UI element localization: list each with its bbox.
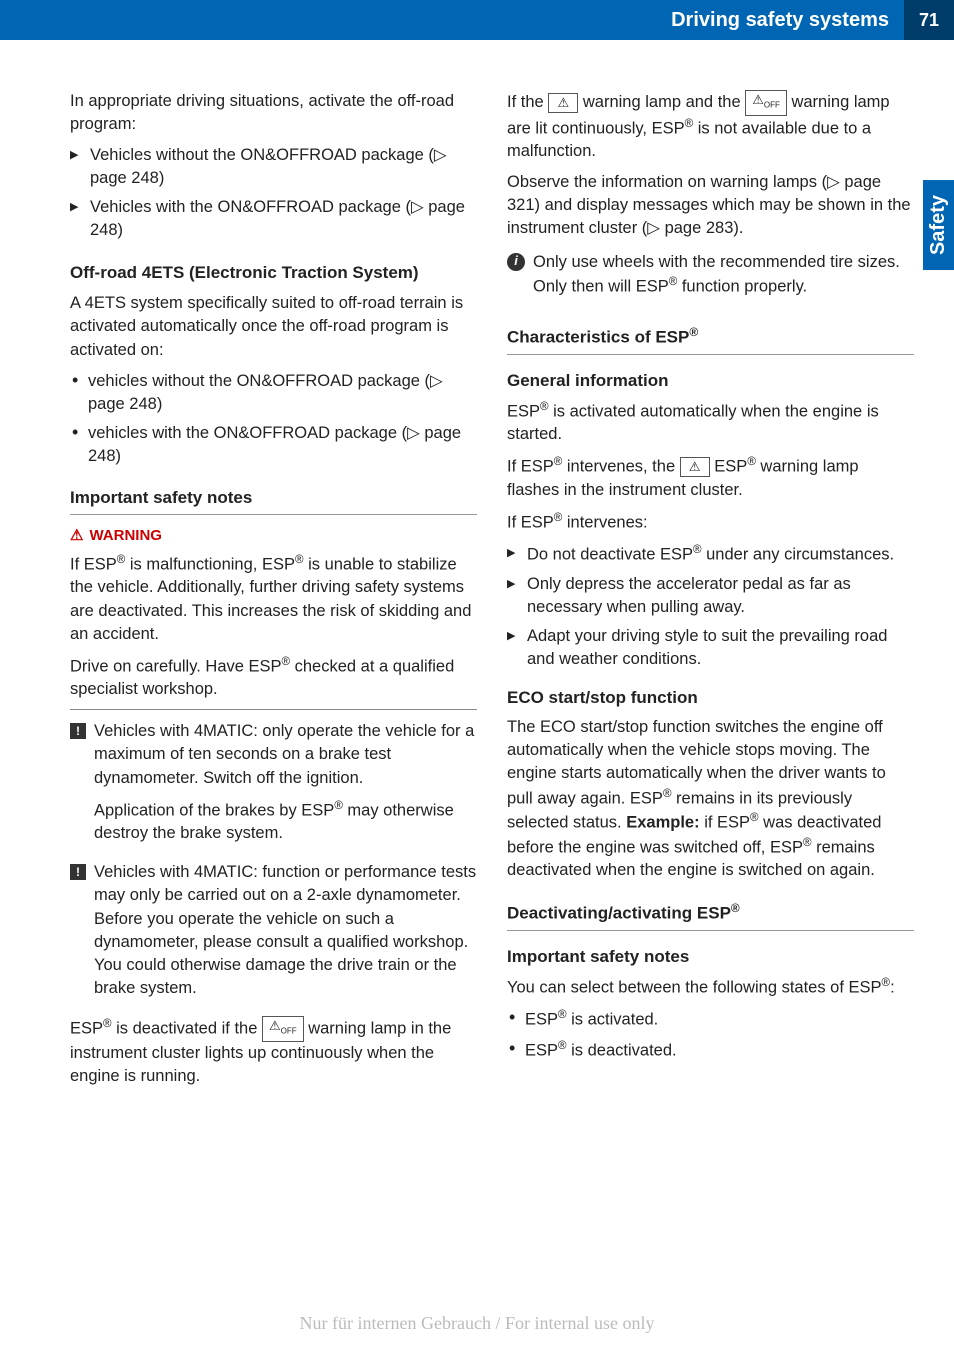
- note-body: Vehicles with 4MATIC: function or perfor…: [94, 861, 477, 1008]
- body-text: ESP® is activated automatically when the…: [507, 399, 914, 447]
- heading-characteristics: Characteristics of ESP®: [507, 324, 914, 354]
- page-header: Driving safety systems 71: [0, 0, 954, 40]
- note-body: Vehicles with 4MATIC: only operate the v…: [94, 720, 477, 853]
- list-item: Vehicles with the ON&OFFROAD package (▷ …: [70, 196, 477, 242]
- note-text: Vehicles with 4MATIC: only operate the v…: [94, 720, 477, 789]
- subheading-safety-notes-2: Important safety notes: [507, 945, 914, 969]
- warning-label: ⚠ WARNING: [70, 525, 477, 546]
- header-title: Driving safety systems: [671, 9, 904, 32]
- heading-safety-notes: Important safety notes: [70, 486, 477, 515]
- subheading-eco: ECO start/stop function: [507, 686, 914, 710]
- section-tab: Safety: [923, 180, 954, 270]
- list-item: ESP® is deactivated.: [507, 1038, 914, 1063]
- info-note: i Only use wheels with the recommended t…: [507, 251, 914, 307]
- body-text: The ECO start/stop function switches the…: [507, 716, 914, 882]
- vehicle-list: vehicles without the ON&OFFROAD package …: [70, 370, 477, 468]
- states-list: ESP® is activated. ESP® is deactivated.: [507, 1007, 914, 1062]
- subheading-general: General information: [507, 369, 914, 393]
- esp-lamp-icon: ⚠: [680, 457, 710, 477]
- list-item: vehicles with the ON&OFFROAD package (▷ …: [70, 422, 477, 468]
- page-number: 71: [904, 0, 954, 40]
- warning-triangle-icon: ⚠: [70, 525, 83, 546]
- footer-watermark: Nur für internen Gebrauch / For internal…: [0, 1313, 954, 1334]
- list-item: Adapt your driving style to suit the pre…: [507, 625, 914, 671]
- content-area: In appropriate driving situations, activ…: [0, 40, 954, 1116]
- body-text: A 4ETS system specifically suited to off…: [70, 292, 477, 361]
- exclamation-icon: !: [70, 723, 86, 739]
- note-text: Vehicles with 4MATIC: function or perfor…: [94, 861, 477, 1000]
- info-text: Only use wheels with the recommended tir…: [533, 251, 914, 299]
- esp-off-lamp-icon: ⚠OFF: [262, 1016, 304, 1042]
- note-item: ! Vehicles with 4MATIC: function or perf…: [70, 861, 477, 1008]
- list-item: Vehicles without the ON&OFFROAD package …: [70, 144, 477, 190]
- exclamation-icon: !: [70, 864, 86, 880]
- esp-off-text: ESP® is deactivated if the ⚠OFF warning …: [70, 1016, 477, 1088]
- list-item: vehicles without the ON&OFFROAD package …: [70, 370, 477, 416]
- warning-text: WARNING: [89, 525, 162, 546]
- warning-body: If ESP® is malfunctioning, ESP® is unabl…: [70, 552, 477, 646]
- note-item: ! Vehicles with 4MATIC: only operate the…: [70, 720, 477, 853]
- divider: [70, 709, 477, 710]
- body-text: Observe the information on warning lamps…: [507, 171, 914, 240]
- right-column: If the ⚠ warning lamp and the ⚠OFF warni…: [507, 90, 914, 1096]
- intro-text: In appropriate driving situations, activ…: [70, 90, 477, 136]
- note-text: Application of the brakes by ESP® may ot…: [94, 798, 477, 846]
- intro-list: Vehicles without the ON&OFFROAD package …: [70, 144, 477, 242]
- body-text: If ESP® intervenes, the ⚠ ESP® warning l…: [507, 454, 914, 502]
- left-column: In appropriate driving situations, activ…: [70, 90, 477, 1096]
- warning-body: Drive on carefully. Have ESP® checked at…: [70, 654, 477, 702]
- info-icon: i: [507, 253, 525, 271]
- esp-off-lamp-icon: ⚠OFF: [745, 90, 787, 116]
- lamp-text: If the ⚠ warning lamp and the ⚠OFF warni…: [507, 90, 914, 163]
- list-item: ESP® is activated.: [507, 1007, 914, 1032]
- intervene-list: Do not deactivate ESP® under any circums…: [507, 542, 914, 671]
- heading-deactivating: Deactivating/activating ESP®: [507, 900, 914, 930]
- body-text: You can select between the following sta…: [507, 975, 914, 1000]
- list-item: Only depress the accelerator pedal as fa…: [507, 573, 914, 619]
- body-text: If ESP® intervenes:: [507, 510, 914, 535]
- heading-4ets: Off-road 4ETS (Electronic Traction Syste…: [70, 261, 477, 285]
- list-item: Do not deactivate ESP® under any circums…: [507, 542, 914, 567]
- esp-lamp-icon: ⚠: [548, 93, 578, 113]
